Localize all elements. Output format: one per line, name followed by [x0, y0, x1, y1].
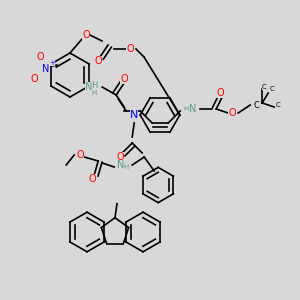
Text: O: O [76, 150, 84, 160]
Text: H: H [124, 164, 129, 170]
Text: O: O [228, 108, 236, 118]
Text: O: O [94, 56, 102, 66]
Text: C: C [253, 100, 259, 109]
Text: O: O [126, 44, 134, 54]
Text: C: C [276, 102, 280, 108]
Text: N: N [85, 82, 92, 92]
Text: O: O [216, 88, 224, 98]
Text: O: O [82, 30, 90, 40]
Text: H: H [91, 80, 98, 89]
Text: O: O [36, 52, 44, 62]
Text: O: O [120, 74, 128, 84]
Text: H: H [184, 106, 189, 112]
Text: N: N [130, 110, 138, 120]
Text: O: O [88, 174, 96, 184]
Text: N: N [42, 64, 50, 74]
Text: O: O [116, 152, 124, 162]
Text: +: + [49, 60, 55, 66]
Text: C: C [262, 84, 267, 90]
Text: H: H [92, 90, 97, 96]
Text: N: N [116, 160, 124, 170]
Text: O: O [30, 74, 38, 84]
Text: N: N [188, 104, 196, 114]
Text: C: C [270, 86, 274, 92]
